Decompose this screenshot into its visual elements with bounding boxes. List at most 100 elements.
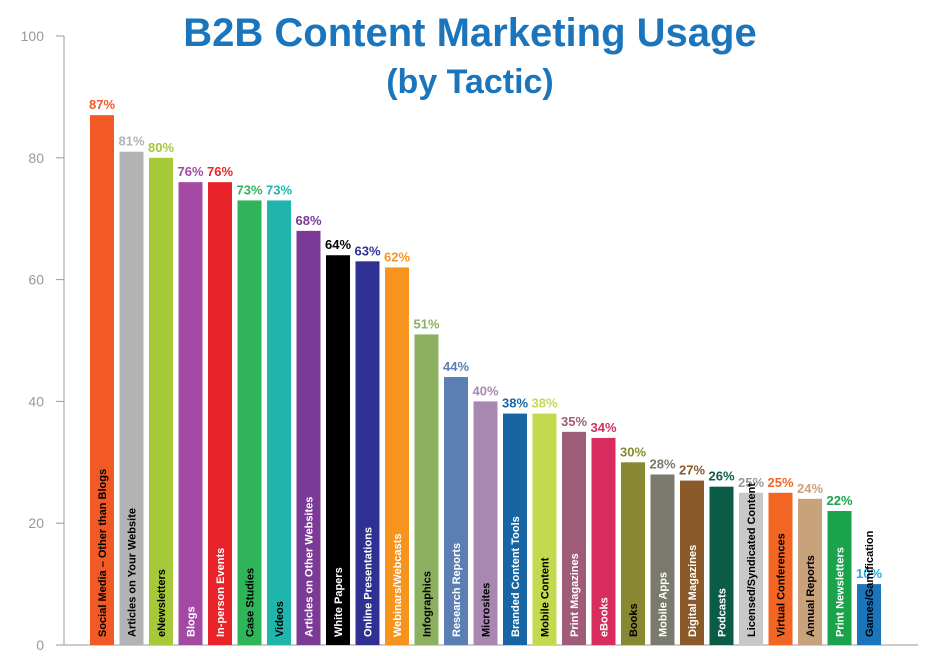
- bar: [532, 413, 557, 645]
- category-label: Microsites: [481, 583, 493, 637]
- bar: [473, 401, 498, 645]
- value-label: 63%: [354, 243, 380, 258]
- bar: [768, 492, 793, 645]
- y-tick-label: 100: [21, 28, 45, 44]
- bar-group: 24% Annual Reports: [797, 481, 823, 645]
- bar: [798, 498, 822, 645]
- bar: [237, 200, 262, 645]
- bar-group: 76% Blogs: [177, 164, 204, 645]
- value-label: 40%: [472, 383, 498, 398]
- category-label: Branded Content Tools: [510, 516, 522, 637]
- bar-group: 26% Podcasts: [708, 469, 735, 645]
- bar-group: 62% Webinars/Webcasts: [384, 249, 410, 645]
- value-label: 76%: [177, 164, 203, 179]
- value-label: 51%: [413, 316, 439, 331]
- value-label: 27%: [679, 463, 705, 478]
- bar: [326, 255, 350, 646]
- category-label: Research Reports: [451, 543, 463, 637]
- bar-group: 81% Articles on Your Website: [118, 134, 145, 645]
- bar-group: 34% eBooks: [590, 420, 617, 645]
- value-label: 62%: [384, 249, 410, 264]
- bar: [857, 584, 881, 645]
- bar: [178, 182, 203, 645]
- bars-group: 87% Social Media – Other than Blogs 81% Art…: [89, 97, 882, 646]
- value-label: 80%: [148, 140, 174, 155]
- category-label: Mobile Apps: [658, 572, 670, 637]
- value-label: 81%: [118, 134, 144, 149]
- category-label: eBooks: [599, 597, 611, 637]
- value-label: 22%: [826, 493, 852, 508]
- category-label: Books: [628, 603, 640, 637]
- bar-group: 10%Games/Gamification: [856, 530, 882, 645]
- category-label: Online Presentations: [363, 527, 375, 637]
- bar-group: 35% Print Magazines: [561, 414, 587, 645]
- value-label: 73%: [266, 182, 292, 197]
- bar: [827, 511, 852, 645]
- value-label: 64%: [325, 237, 351, 252]
- value-label: 34%: [590, 420, 616, 435]
- bar-group: 27% Digital Magazines: [679, 463, 705, 645]
- y-tick-label: 0: [36, 637, 44, 653]
- bar: [119, 151, 144, 645]
- bar-group: 22% Print Newsletters: [826, 493, 853, 645]
- category-label: Webinars/Webcasts: [392, 533, 404, 637]
- category-label: Virtual Conferences: [776, 533, 788, 637]
- bar: [503, 413, 527, 645]
- bar: [90, 115, 114, 646]
- bar-group: 40% Microsites: [472, 383, 499, 645]
- bar-group: 51% Infographics: [413, 316, 440, 645]
- category-label: Case Studies: [245, 568, 257, 637]
- value-label: 35%: [561, 414, 587, 429]
- value-label: 28%: [649, 456, 675, 471]
- y-tick-label: 80: [28, 150, 44, 166]
- category-label: Social Media – Other than Blogs: [97, 469, 109, 637]
- value-label: 73%: [236, 182, 262, 197]
- category-label: Licensed/Syndicated Content: [746, 483, 758, 637]
- bar-group: 87% Social Media – Other than Blogs: [89, 97, 115, 646]
- chart-subtitle: (by Tactic): [386, 63, 554, 101]
- bar: [208, 182, 232, 645]
- bar-group: 68% Articles on Other Websites: [295, 213, 322, 645]
- category-label: White Papers: [333, 567, 345, 637]
- value-label: 38%: [502, 396, 528, 411]
- value-label: 87%: [89, 97, 115, 112]
- value-label: 38%: [531, 396, 557, 411]
- bar: [385, 267, 409, 645]
- y-axis-ticks: 0 20 40 60 80 100: [21, 28, 64, 653]
- bar: [296, 230, 321, 645]
- y-tick-label: 20: [28, 515, 44, 531]
- category-label: Infographics: [422, 571, 434, 637]
- category-label: Videos: [274, 601, 286, 637]
- value-label: 24%: [797, 481, 823, 496]
- value-label: 26%: [708, 469, 734, 484]
- bar: [680, 480, 704, 645]
- category-label: Articles on Other Websites: [304, 497, 316, 637]
- bar-group: 80% eNewsletters: [148, 140, 174, 646]
- category-label: Podcasts: [717, 588, 729, 637]
- bar-group: 73% Case Studies: [236, 182, 263, 645]
- value-label: 76%: [207, 164, 233, 179]
- category-label: In-person Events: [215, 548, 227, 637]
- category-label: Blogs: [186, 606, 198, 637]
- bar-group: 25%Licensed/Syndicated Content: [738, 475, 764, 645]
- bar: [355, 261, 380, 645]
- bar-group: 63% Online Presentations: [354, 243, 381, 645]
- bar-group: 38% Branded Content Tools: [502, 396, 528, 645]
- bar-group: 64% White Papers: [325, 237, 351, 646]
- bar-group: 73% Videos: [266, 182, 292, 645]
- category-label: Print Magazines: [569, 553, 581, 637]
- category-label: Annual Reports: [805, 555, 817, 637]
- value-label: 25%: [738, 475, 764, 490]
- value-label: 68%: [295, 213, 321, 228]
- category-label: Games/Gamification: [864, 530, 876, 637]
- bar: [621, 462, 645, 645]
- bar: [562, 431, 586, 645]
- value-label: 30%: [620, 444, 646, 459]
- bar: [267, 200, 291, 645]
- bar-group: 76% In-person Events: [207, 164, 233, 645]
- value-label: 25%: [767, 475, 793, 490]
- value-label: 44%: [443, 359, 469, 374]
- bar-group: 25% Virtual Conferences: [767, 475, 794, 645]
- y-tick-label: 60: [28, 272, 44, 288]
